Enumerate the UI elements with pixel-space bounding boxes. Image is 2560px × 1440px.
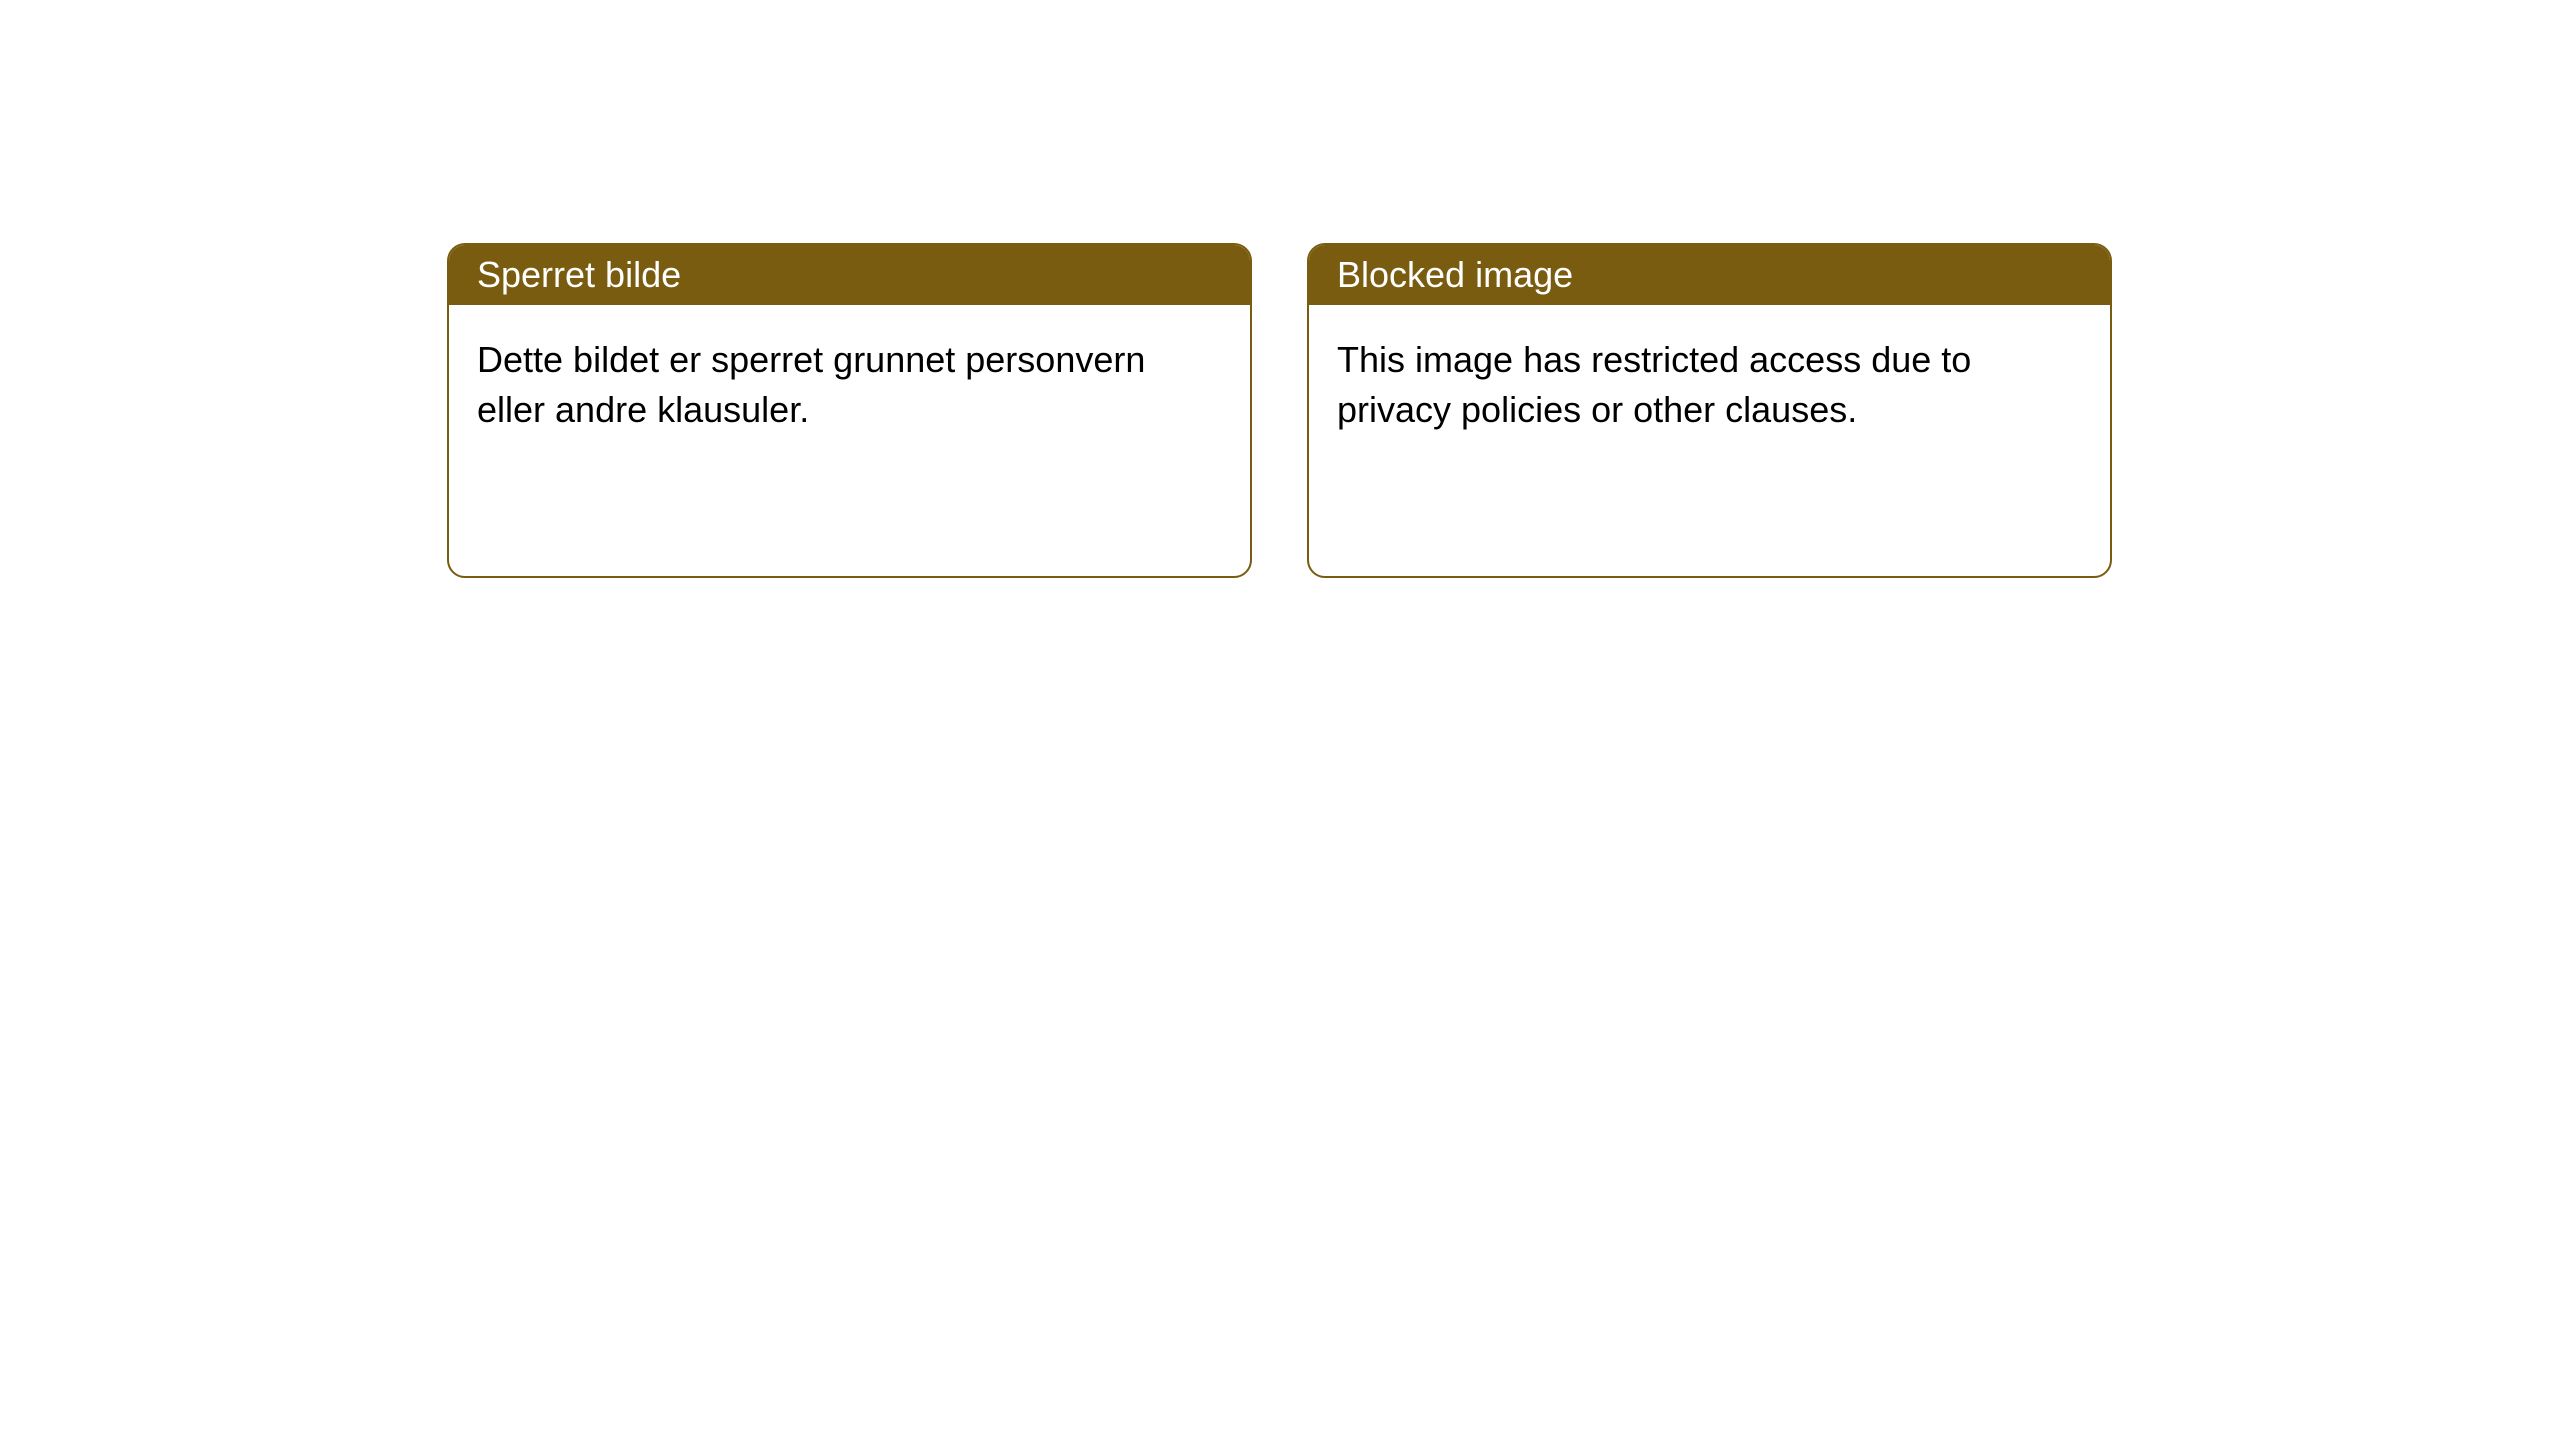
notice-title: Blocked image — [1337, 254, 1573, 296]
notice-container: Sperret bilde Dette bildet er sperret gr… — [0, 0, 2560, 578]
notice-body-text: This image has restricted access due to … — [1337, 339, 1971, 430]
notice-header: Sperret bilde — [449, 245, 1250, 305]
notice-body: Dette bildet er sperret grunnet personve… — [449, 305, 1250, 466]
notice-title: Sperret bilde — [477, 254, 681, 296]
notice-card-english: Blocked image This image has restricted … — [1307, 243, 2112, 578]
notice-body-text: Dette bildet er sperret grunnet personve… — [477, 339, 1145, 430]
notice-body: This image has restricted access due to … — [1309, 305, 2110, 466]
notice-header: Blocked image — [1309, 245, 2110, 305]
notice-card-norwegian: Sperret bilde Dette bildet er sperret gr… — [447, 243, 1252, 578]
